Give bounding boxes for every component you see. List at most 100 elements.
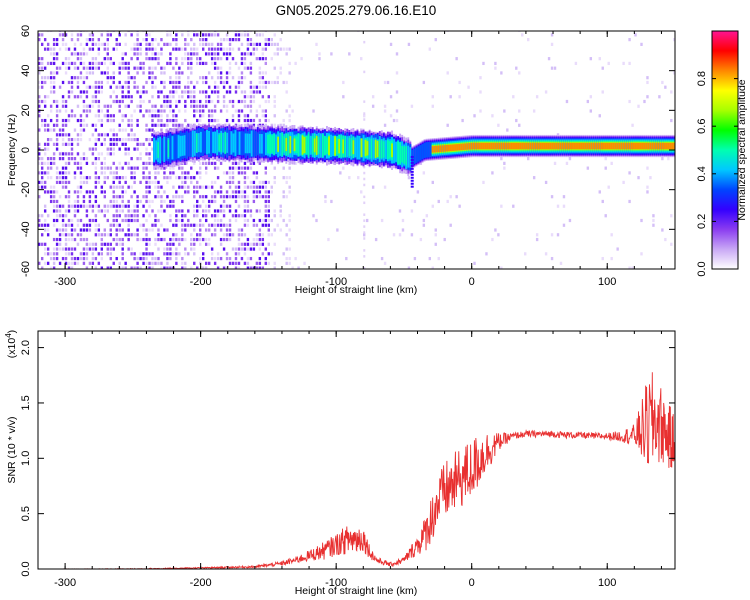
spectrogram-cell [157,237,160,242]
spectrogram-cell [249,118,253,123]
spectrogram-cell [103,161,106,165]
spectrogram-ridge-cell [159,136,162,164]
spectrogram-cell [222,247,226,251]
spectrogram-cell [97,85,101,89]
spectrogram-cell [67,152,71,156]
spectrogram-cell [121,190,124,194]
spectrogram-cell [109,128,112,132]
spectrogram-cell [157,123,160,127]
spectrogram-cell [243,33,247,37]
spectrogram-cell [88,242,92,246]
spectrogram-ridge-cell [527,142,530,150]
x-tick-label: -200 [190,276,212,288]
spectrogram-cell [255,195,259,199]
spectrogram-cell [43,171,47,175]
spectrogram-cell [94,266,98,269]
spectrogram-cell [395,109,399,113]
spectrogram-cell [142,61,145,66]
spectrogram-cell [136,233,139,237]
spectrogram-cell [121,166,124,170]
spectrogram-cell [82,199,86,204]
spectrogram-cell [73,214,77,218]
spectrogram-cell [201,33,205,37]
spectrogram-cell [118,261,121,265]
spectrogram-cell [88,104,92,108]
spectrogram-cell [157,256,160,261]
spectrogram-ridge-cell [525,142,528,150]
spectrogram-cell [52,152,56,156]
spectrogram-cell [204,42,208,46]
spectrogram-cell [142,114,145,118]
spectrogram-ridge-cell [153,137,156,163]
spectrogram-ridge-cell [303,137,306,154]
spectrogram-cell [219,242,223,246]
spectrogram-cell [85,252,89,256]
spectrogram-cell [112,190,115,194]
spectrogram-ridge-cell [287,134,290,156]
spectrogram-cell [363,267,366,269]
spectrogram-ridge-cell [313,138,316,153]
spectrogram-cell [112,147,115,151]
spectrogram-cell [88,261,92,265]
spectrogram-cell [124,180,127,185]
spectrogram-ridge-cell [531,142,534,150]
spectrogram-cell [109,166,112,170]
spectrogram-ridge-cell [250,130,253,157]
spectrogram-cell [652,223,655,227]
spectrogram-cell [121,52,124,56]
spectrogram-cell [422,218,426,223]
spectrogram-cell [181,195,184,199]
spectrogram-cell [157,57,160,61]
spectrogram-cell [431,104,434,108]
snr-multiplier-base: (x10 [6,338,18,359]
spectrogram-cell [237,109,241,113]
spectrogram-cell [273,209,276,213]
spectrogram-cell [261,180,265,185]
spectrogram-cell [225,76,229,80]
spectrogram-cell [85,228,89,232]
spectrogram-cell [112,180,115,185]
spectrogram-cell [172,123,175,127]
spectrogram-cell [574,61,578,66]
spectrogram-cell [160,209,163,213]
spectrogram-cell [255,57,259,61]
spectrogram-cell [112,152,115,156]
spectrogram-cell [55,57,59,61]
spectrogram-cell [252,195,256,199]
spectrogram-cell [646,76,649,80]
spectrogram-cell [461,118,464,123]
spectrogram-cell [70,261,74,265]
spectrogram-cell [55,133,59,137]
spectrogram-cell [267,209,270,213]
spectrogram-cell [261,266,265,269]
spectrogram-cell [222,104,226,108]
spectrogram-cell [169,99,172,104]
spectrogram-cell [196,171,199,175]
spectrogram-cell [142,142,145,146]
spectrogram-cell [97,209,101,213]
spectrogram-ridge-cell [252,129,255,158]
spectrogram-cell [193,47,196,51]
spectrogram-cell [234,247,238,251]
spectrogram-cell [610,256,613,261]
spectrogram-cell [294,161,297,165]
spectrogram-cell [49,266,53,269]
spectrogram-ridge-cell [539,142,542,150]
spectrogram-cell [91,133,95,137]
spectrogram-ridge-cell [592,142,595,150]
spectrogram-cell [252,247,256,251]
spectrogram-cell [136,228,139,232]
spectrogram-cell [178,185,181,189]
spectrogram-cell [661,228,664,232]
spectrogram-cell [249,209,253,213]
spectrogram-cell [67,252,71,256]
spectrogram-cell [363,171,366,175]
spectrogram-cell [127,228,130,232]
spectrogram-cell [85,95,89,99]
spectrogram-cell [46,214,50,218]
spectrogram-cell [127,218,130,223]
spectrogram-cell [160,80,163,85]
spectrogram-cell [142,195,145,199]
spectrogram-cell [46,190,50,194]
spectrogram-cell [112,223,115,227]
